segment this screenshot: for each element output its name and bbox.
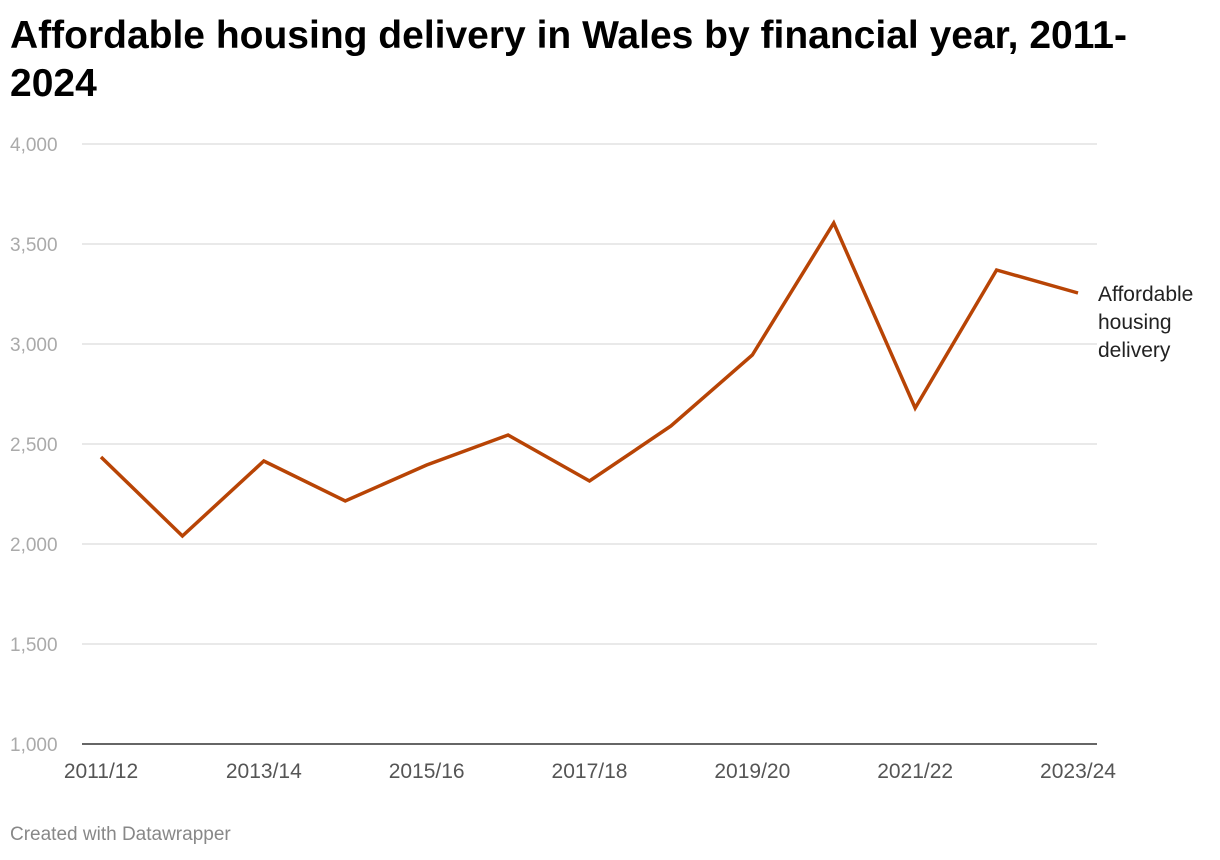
- x-tick-label: 2019/20: [714, 760, 790, 783]
- gridlines: [82, 143, 1097, 645]
- x-axis: 2011/12 2013/14 2015/16 2017/18 2019/20 2021/…: [64, 743, 1116, 783]
- credit-footer: Created with Datawrapper: [10, 824, 231, 845]
- series-layer: Affordable housing delivery: [99, 219, 1193, 539]
- series-label: Affordable housing delivery: [1098, 283, 1193, 362]
- y-tick-label: 3,500: [10, 235, 58, 256]
- x-tick-label: 2017/18: [552, 760, 628, 783]
- y-tick-label: 1,500: [10, 635, 58, 656]
- series-label-line: housing: [1098, 311, 1172, 334]
- x-tick-label: 2015/16: [389, 760, 465, 783]
- series-label-line: delivery: [1098, 339, 1171, 362]
- chart-title: Affordable housing delivery in Wales by …: [10, 14, 1127, 105]
- y-tick-label: 2,000: [10, 535, 58, 556]
- x-tick-label: 2013/14: [226, 760, 302, 783]
- y-axis-ticks: 1,000 1,500 2,000 2,500 3,000 3,500 4,000: [10, 135, 58, 756]
- series-label-line: Affordable: [1098, 283, 1193, 306]
- y-tick-label: 3,000: [10, 335, 58, 356]
- x-tick-label: 2023/24: [1040, 760, 1116, 783]
- y-tick-label: 1,000: [10, 735, 58, 756]
- x-tick-label: 2011/12: [64, 760, 138, 783]
- x-tick-label: 2021/22: [877, 760, 953, 783]
- y-tick-label: 4,000: [10, 135, 58, 156]
- series-line: [99, 219, 1079, 539]
- y-tick-label: 2,500: [10, 435, 58, 456]
